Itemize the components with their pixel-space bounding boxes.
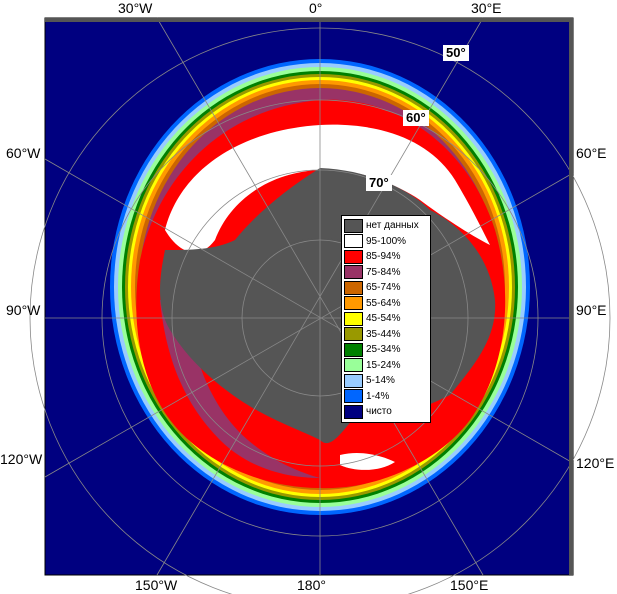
lon-label-60e: 60°E: [576, 145, 607, 161]
legend-item: 25-34%: [342, 342, 430, 358]
legend-label: 65-74%: [366, 282, 401, 294]
legend-swatch: [344, 234, 363, 249]
lat-label-50: 50°: [443, 45, 469, 61]
meridian-120: [44, 172, 574, 478]
legend-swatch: [344, 249, 363, 264]
legend-label: 1-4%: [366, 390, 390, 402]
legend-swatch: [344, 342, 363, 357]
right-edge-strip: [569, 18, 573, 575]
legend-swatch: [344, 373, 363, 388]
legend-swatch: [344, 327, 363, 342]
legend-item: 1-4%: [342, 389, 430, 405]
lon-label-180-bottom: 180°: [297, 577, 326, 593]
legend-label: 95-100%: [366, 235, 407, 247]
legend-label: нет данных: [366, 220, 419, 232]
legend-label: 35-44%: [366, 328, 401, 340]
legend-label: 45-54%: [366, 313, 401, 325]
legend-item: 15-24%: [342, 358, 430, 374]
lon-label-150w-bottom: 150°W: [135, 577, 178, 593]
legend-swatch: [344, 311, 363, 326]
legend-swatch: [344, 389, 363, 404]
lon-label-90w: 90°W: [6, 302, 41, 318]
lon-label-30e-top: 30°E: [471, 0, 502, 16]
legend-label: 15-24%: [366, 359, 401, 371]
legend-label: чисто: [366, 406, 392, 418]
legend-item: нет данных: [342, 218, 430, 234]
lon-label-30w-top: 30°W: [118, 0, 153, 16]
legend-item: 75-84%: [342, 265, 430, 281]
legend-swatch: [344, 358, 363, 373]
legend-swatch: [344, 218, 363, 233]
legend-label: 55-64%: [366, 297, 401, 309]
legend-item: 5-14%: [342, 373, 430, 389]
legend-item: 45-54%: [342, 311, 430, 327]
legend-label: 75-84%: [366, 266, 401, 278]
legend-label: 85-94%: [366, 251, 401, 263]
legend-item: 55-64%: [342, 296, 430, 312]
ice-band-95-100: [165, 124, 490, 253]
lon-label-60w: 60°W: [6, 145, 41, 161]
ice-band-95-100-patch: [340, 452, 395, 470]
lon-label-0-top: 0°: [309, 0, 323, 16]
top-edge-strip: [45, 18, 573, 22]
legend-label: 5-14%: [366, 375, 395, 387]
legend-item: 85-94%: [342, 249, 430, 265]
legend-label: 25-34%: [366, 344, 401, 356]
legend-swatch: [344, 280, 363, 295]
lon-label-120e: 120°E: [576, 455, 615, 471]
legend-item: чисто: [342, 404, 430, 420]
lon-label-150e-bottom: 150°E: [450, 577, 489, 593]
lon-label-120w: 120°W: [0, 451, 43, 467]
legend-swatch: [344, 404, 363, 419]
legend-item: 35-44%: [342, 327, 430, 343]
legend: нет данных 95-100% 85-94% 75-84% 65-74% 55-64…: [341, 215, 431, 423]
lon-label-90e: 90°E: [576, 302, 607, 318]
longitude-grid: [44, 17, 574, 576]
legend-swatch: [344, 265, 363, 280]
legend-item: 95-100%: [342, 234, 430, 250]
lat-label-60: 60°: [403, 110, 429, 126]
legend-swatch: [344, 296, 363, 311]
legend-item: 65-74%: [342, 280, 430, 296]
lat-label-70: 70°: [366, 175, 392, 191]
meridian-60: [44, 158, 574, 464]
